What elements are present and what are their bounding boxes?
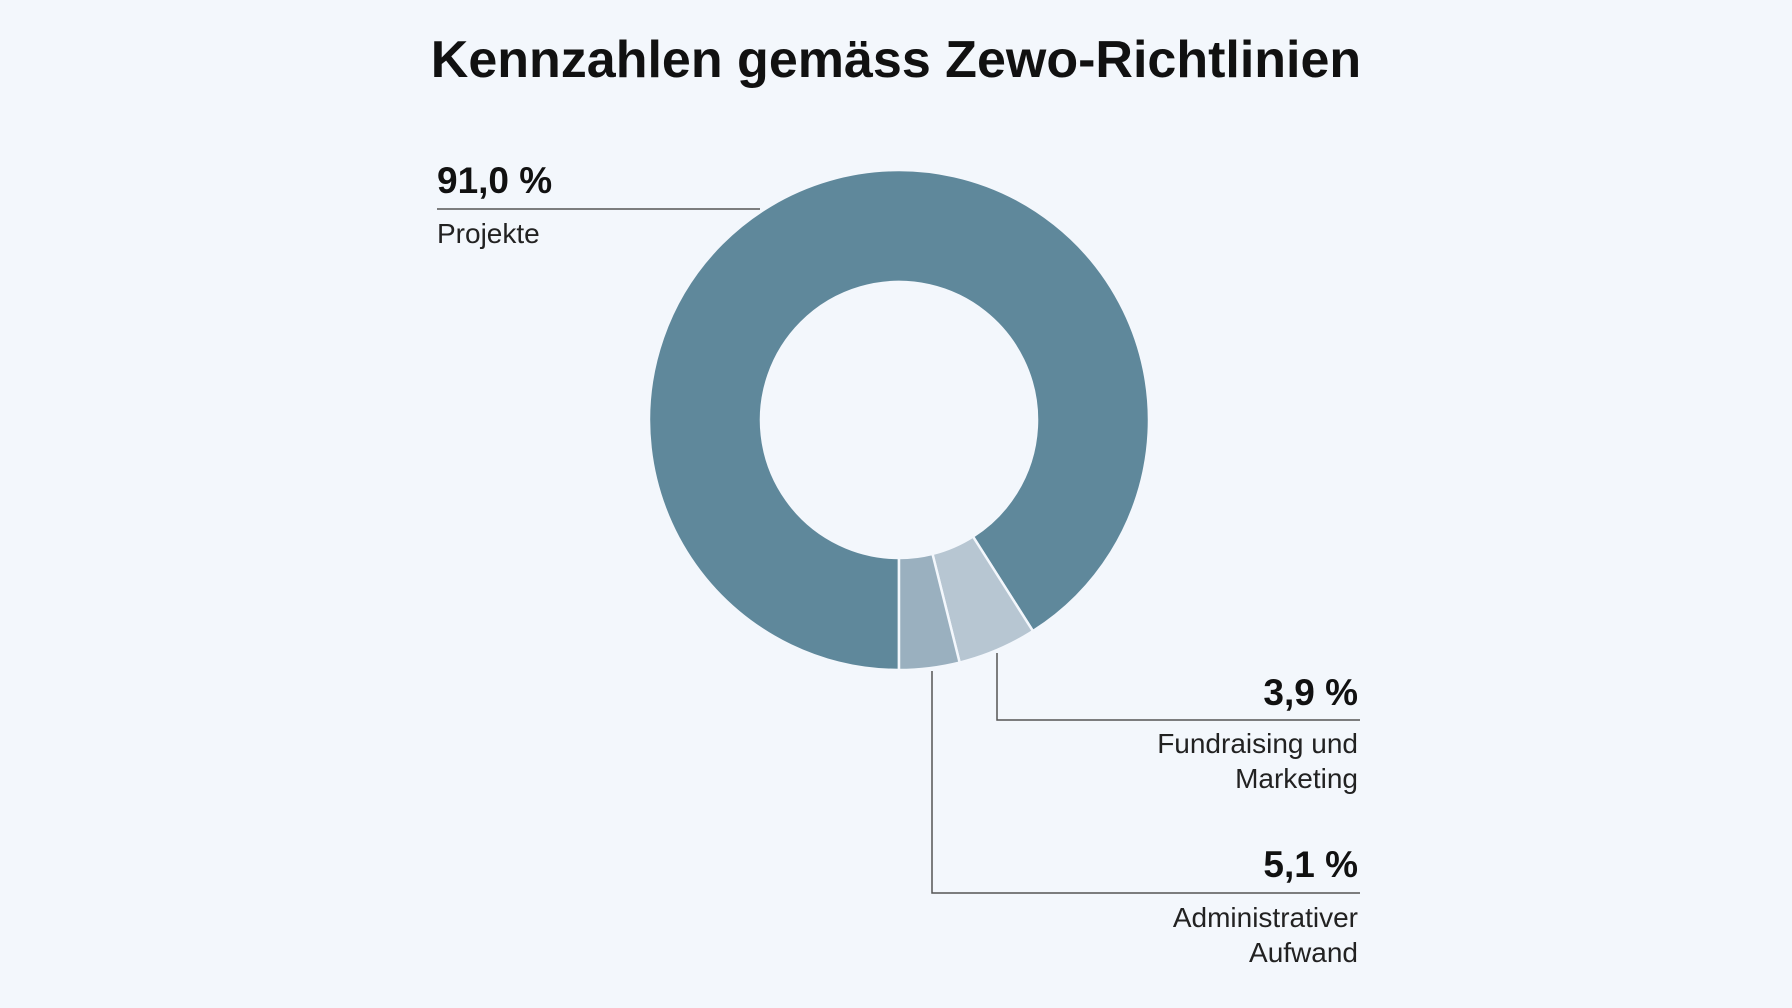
administrativ-category-label: Administrativer Aufwand xyxy=(1172,902,1358,968)
projekte-value-label: 91,0 % xyxy=(437,160,553,201)
projekte-category-label: Projekte xyxy=(437,218,540,249)
chart-title: Kennzahlen gemäss Zewo-Richtlinien xyxy=(430,31,1362,89)
fundraising-value-label: 3,9 % xyxy=(1263,672,1358,713)
administrativ-value-label: 5,1 % xyxy=(1263,844,1358,885)
fundraising-leader-line xyxy=(996,653,1360,721)
fundraising-category-label: Fundraising und Marketing xyxy=(1157,728,1358,794)
administrativ-leader-line xyxy=(931,671,1360,894)
slice-fundraising xyxy=(897,552,962,672)
slice-projekte xyxy=(647,168,1151,672)
